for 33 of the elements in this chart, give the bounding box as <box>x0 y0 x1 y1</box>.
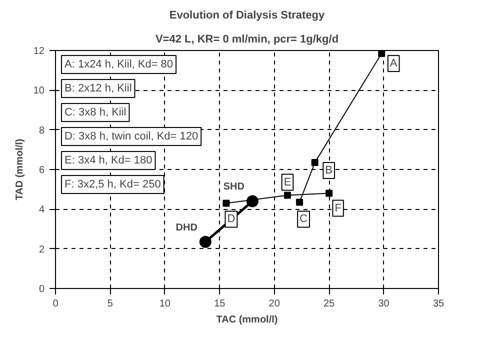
x-tick-label: 30 <box>378 298 390 310</box>
annotation: D: 3x8 h, twin coil, Kd= 120 <box>64 130 198 142</box>
annotation: B: 2x12 h, Kiil <box>64 82 132 94</box>
annotation: F: 3x2,5 h, Kd= 250 <box>64 178 161 190</box>
y-tick-label: 8 <box>38 125 45 136</box>
series-label: DHD <box>176 222 198 234</box>
x-tick-label: 20 <box>268 298 280 310</box>
y-tick-label: 4 <box>38 204 45 216</box>
x-tick-label: 10 <box>159 298 171 310</box>
x-tick-label: 0 <box>52 298 59 310</box>
series-label: SHD <box>223 182 244 193</box>
chart-subtitle: V=42 L, KR= 0 ml/min, pcr= 1g/kg/d <box>155 34 339 46</box>
annotation: B <box>325 164 333 177</box>
y-tick-label: 2 <box>38 244 45 256</box>
y-tick-label: 12 <box>33 46 45 57</box>
annotation: C <box>300 213 308 226</box>
x-tick-label: 35 <box>432 298 444 310</box>
y-tick-label: 0 <box>38 284 45 295</box>
y-axis-title: TAD (mmol/l) <box>14 138 26 200</box>
annotation: A <box>390 57 398 70</box>
annotation: C: 3x8 h, Kiil <box>64 106 126 118</box>
x-tick-label: 25 <box>324 298 336 310</box>
annotation: D <box>227 213 236 226</box>
annotation: E <box>284 176 292 188</box>
chart-title: Evolution of Dialysis Strategy <box>169 10 326 22</box>
y-tick-label: 10 <box>33 86 45 97</box>
annotation: A: 1x24 h, Kiil, Kd= 80 <box>64 58 174 70</box>
x-axis-title: TAC (mmol/l) <box>216 314 278 326</box>
x-tick-label: 5 <box>107 298 114 310</box>
annotation: F <box>334 202 342 214</box>
x-tick-label: 15 <box>214 298 226 310</box>
y-tick-label: 6 <box>38 165 45 176</box>
annotation: E: 3x4 h, Kd= 180 <box>64 154 152 166</box>
